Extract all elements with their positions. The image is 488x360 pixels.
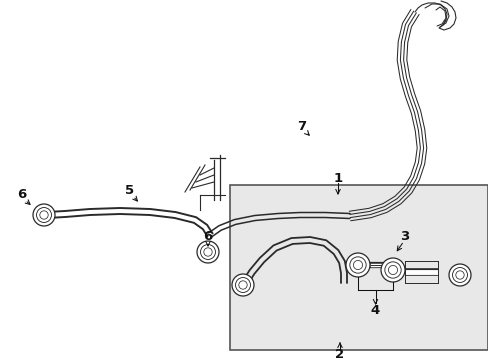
Circle shape <box>448 264 470 286</box>
Text: 1: 1 <box>333 171 342 184</box>
Circle shape <box>203 248 212 256</box>
Circle shape <box>37 207 51 222</box>
Text: 5: 5 <box>125 184 134 197</box>
Circle shape <box>353 260 362 270</box>
Circle shape <box>238 281 246 289</box>
Bar <box>229 185 487 350</box>
Text: 4: 4 <box>369 303 379 316</box>
Circle shape <box>346 253 369 277</box>
Circle shape <box>200 244 215 260</box>
Circle shape <box>387 265 397 275</box>
Text: 7: 7 <box>297 121 306 134</box>
Circle shape <box>380 258 404 282</box>
Circle shape <box>455 271 463 279</box>
Circle shape <box>33 204 55 226</box>
Circle shape <box>40 211 48 219</box>
Circle shape <box>197 241 219 263</box>
Circle shape <box>349 257 366 273</box>
Circle shape <box>231 274 253 296</box>
Circle shape <box>384 262 400 278</box>
Circle shape <box>451 267 467 283</box>
Circle shape <box>235 278 250 292</box>
Text: 6: 6 <box>203 230 212 243</box>
Text: 6: 6 <box>18 188 26 201</box>
Text: 3: 3 <box>400 230 409 243</box>
Text: 2: 2 <box>335 348 344 360</box>
